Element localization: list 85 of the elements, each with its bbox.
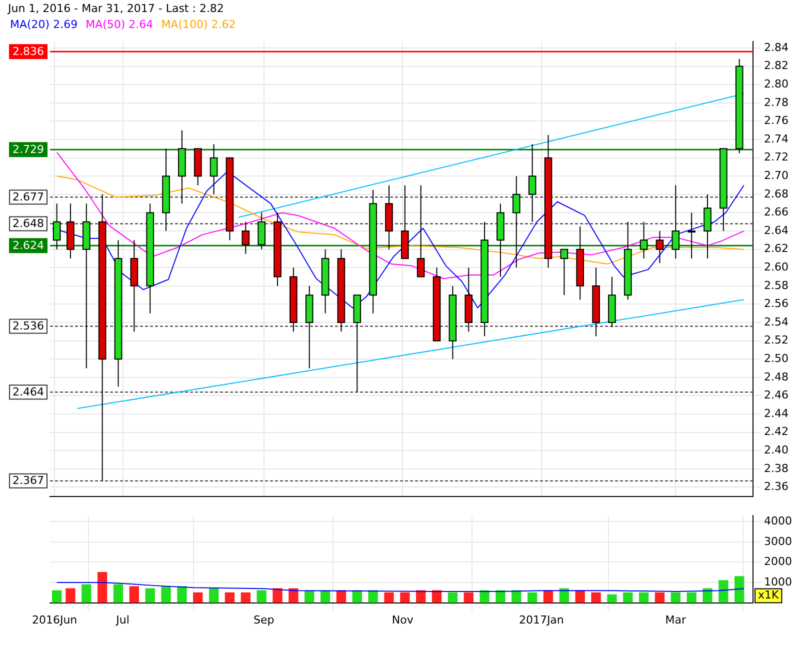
y-tick-label: 2.46 — [764, 388, 788, 402]
y-tick-label: 2.78 — [764, 96, 788, 109]
text: MA(20) 2.69 — [10, 18, 78, 32]
y-axis-title: x1K — [758, 588, 780, 602]
bar — [145, 588, 155, 603]
bar — [496, 590, 506, 603]
y-tick-label: 2.60 — [764, 260, 788, 274]
bar — [543, 590, 554, 603]
bar — [607, 594, 617, 603]
chart-title: Jun 1, 2016 - Mar 31, 2017 - Last : 2.82 — [6, 1, 225, 17]
bar — [575, 590, 585, 603]
bar — [638, 592, 649, 603]
y-tick-label: 2.76 — [764, 114, 788, 128]
bar — [718, 580, 728, 603]
y-tick-label: 2.50 — [764, 352, 788, 365]
x-tick-label: 2017Jan — [518, 613, 564, 626]
ref-line-label: 2.729 — [12, 142, 44, 156]
bar — [734, 576, 744, 603]
y-tick-label: 2.62 — [764, 242, 788, 256]
y-tick-label: 2.52 — [764, 334, 788, 347]
y-tick-label: 1000 — [764, 575, 792, 588]
y-tick-label: 2.82 — [764, 59, 788, 72]
bar — [464, 592, 474, 603]
y-tick-label: 2.80 — [764, 77, 788, 90]
bar — [161, 586, 171, 603]
bar — [654, 592, 665, 603]
y-tick-label: 2.36 — [764, 480, 788, 494]
bar — [240, 592, 250, 603]
y-tick-label: 2.58 — [764, 278, 788, 292]
x-tick-label: Jul — [115, 613, 130, 626]
bar — [66, 588, 76, 603]
y-tick-label: 4000 — [764, 514, 792, 528]
bar — [670, 592, 680, 603]
bar — [256, 590, 266, 603]
ref-line-label: 2.624 — [12, 239, 44, 252]
bar — [480, 590, 490, 603]
bar — [384, 592, 394, 603]
bar — [272, 588, 282, 603]
bar — [193, 592, 203, 603]
bar — [623, 592, 633, 603]
ref-line-label: 2.367 — [12, 474, 44, 488]
y-tick-label: 2.64 — [764, 224, 788, 237]
bar — [686, 592, 696, 603]
y-tick-label: 2.68 — [764, 187, 788, 200]
bar — [82, 584, 92, 603]
y-tick-label: 3000 — [764, 534, 792, 548]
text: MA(100) 2.62 — [161, 18, 236, 32]
y-tick-label: 2.56 — [764, 297, 788, 310]
ref-line-label: 2.677 — [12, 190, 44, 204]
bar — [97, 572, 108, 603]
y-tick-label: 2.40 — [764, 444, 788, 457]
y-tick-label: 2.84 — [764, 40, 788, 54]
y-tick-label: 2.54 — [764, 315, 788, 328]
text: MA(50) 2.64 — [86, 18, 154, 32]
ref-line-label: 2.536 — [12, 320, 44, 333]
ref-line-label: 2.464 — [12, 385, 44, 398]
y-tick-label: 2.38 — [764, 462, 788, 475]
bar — [129, 586, 140, 603]
y-tick-label: 2.70 — [764, 168, 788, 182]
x-tick-label: 2016Jun — [32, 613, 78, 626]
bar — [448, 592, 458, 603]
y-tick-label: 2.44 — [764, 406, 788, 420]
bar — [177, 586, 187, 603]
bar — [368, 590, 378, 603]
bar — [288, 588, 298, 603]
bar — [304, 590, 314, 603]
ref-line-label: 2.648 — [12, 217, 44, 230]
bar — [224, 592, 235, 603]
y-tick-label: 2.42 — [764, 425, 788, 438]
bar — [52, 590, 62, 603]
bar — [208, 588, 219, 603]
ref-line-label: 2.836 — [12, 45, 44, 58]
bar — [527, 592, 538, 603]
y-tick-label: 2.72 — [764, 150, 788, 164]
y-tick-label: 2.74 — [764, 132, 788, 146]
y-tick-label: 2.48 — [764, 370, 788, 384]
bar — [591, 592, 601, 603]
bar — [400, 592, 410, 603]
x-tick-label: Sep — [253, 613, 274, 626]
y-tick-label: 2000 — [764, 555, 792, 568]
bar — [702, 588, 712, 603]
x-tick-label: Mar — [665, 613, 686, 626]
x-tick-label: Nov — [392, 613, 414, 626]
y-tick-label: 2.66 — [764, 206, 788, 219]
bar — [113, 584, 124, 603]
